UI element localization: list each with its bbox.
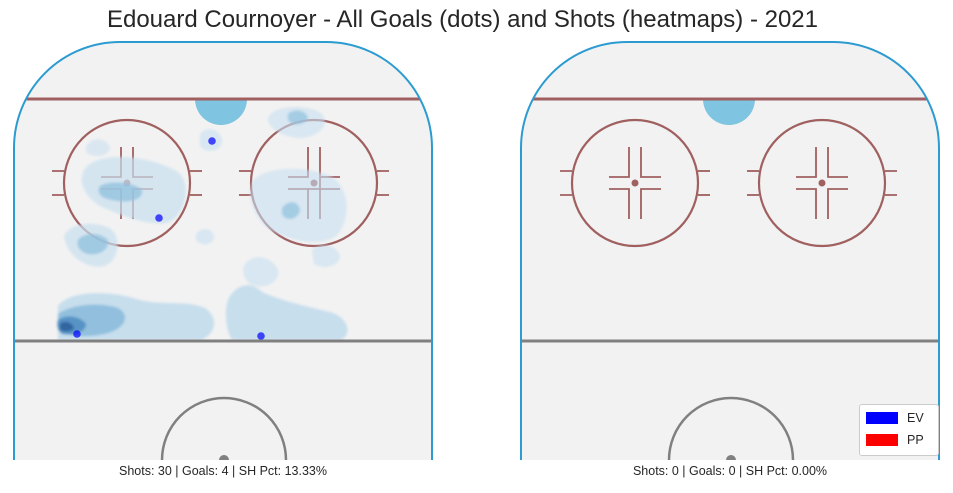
heat-region (98, 182, 143, 202)
heat-region (86, 139, 110, 157)
heat-region (243, 257, 279, 287)
legend-label-ev: EV (907, 411, 924, 425)
right-center-dot (726, 455, 736, 460)
right-boards (520, 41, 940, 460)
heat-region (60, 321, 74, 332)
right-caption: Shots: 0 | Goals: 0 | SH Pct: 0.00% (632, 464, 828, 478)
goal-dot (208, 137, 216, 145)
legend-swatch-ev (866, 412, 898, 424)
goal-dot (257, 332, 265, 340)
right-faceoff-circle-2 (747, 118, 897, 248)
left-caption: Shots: 30 | Goals: 4 | SH Pct: 13.33% (119, 464, 327, 478)
chart-title: Edouard Cournoyer - All Goals (dots) and… (106, 6, 819, 33)
goal-dot (73, 330, 81, 338)
left-shot-heatmap (57, 106, 348, 340)
heat-region (250, 168, 347, 243)
left-rink-panel (13, 41, 433, 460)
right-rink-panel (520, 41, 940, 460)
heat-region (77, 234, 109, 255)
left-center-dot (219, 455, 229, 460)
heat-region (225, 285, 348, 340)
legend-item-ev: EV (866, 411, 924, 425)
right-faceoff-circle-1 (560, 118, 710, 248)
left-ice-surface (14, 42, 432, 460)
left-crease (195, 99, 247, 125)
heat-region (312, 245, 340, 267)
legend-swatch-pp (866, 434, 898, 446)
left-center-circle (160, 396, 288, 460)
legend-item-pp: PP (866, 433, 924, 447)
heat-region (288, 110, 308, 125)
heat-region (282, 202, 300, 219)
heat-region (196, 229, 214, 245)
right-crease (703, 99, 755, 125)
left-boards (13, 41, 433, 460)
legend: EV PP (859, 404, 939, 456)
left-goal-dots (73, 137, 265, 340)
goal-dot (155, 214, 163, 222)
right-center-circle (667, 396, 795, 460)
legend-label-pp: PP (907, 433, 924, 447)
right-ice-surface (521, 42, 939, 460)
